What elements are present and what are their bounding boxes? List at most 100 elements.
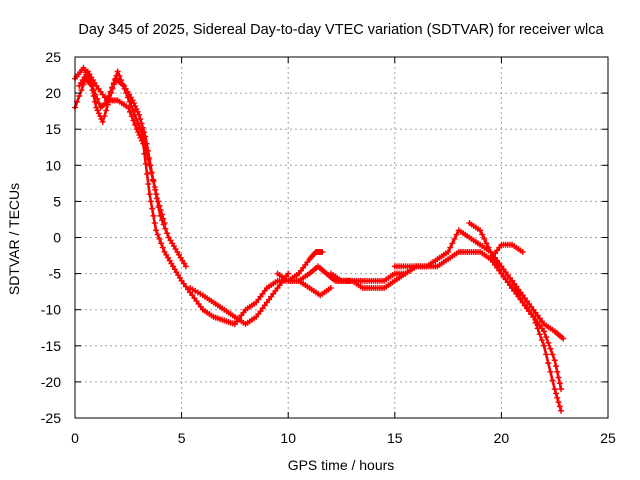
data-point	[545, 339, 552, 346]
data-point	[558, 407, 565, 414]
y-tick-label: 5	[53, 193, 61, 209]
data-point	[285, 270, 292, 277]
data-point	[78, 87, 85, 94]
data-point	[445, 248, 452, 255]
data-point	[547, 368, 554, 375]
data-point	[560, 335, 567, 342]
data-point	[487, 248, 494, 255]
data-point	[449, 240, 456, 247]
y-tick-label: -20	[41, 374, 61, 390]
y-tick-label: 15	[45, 121, 61, 137]
y-tick-label: 10	[45, 157, 61, 173]
data-point	[138, 120, 145, 127]
data-point	[133, 105, 140, 112]
y-tick-label: 25	[45, 49, 61, 65]
y-tick-label: -5	[49, 266, 62, 282]
data-point	[114, 68, 121, 75]
data-point	[101, 113, 108, 120]
data-point	[95, 100, 102, 107]
data-point	[158, 217, 165, 224]
data-point	[103, 107, 110, 114]
data-point	[451, 235, 458, 242]
y-tick-label: -15	[41, 338, 61, 354]
x-tick-label: 25	[600, 430, 616, 446]
data-point	[182, 263, 189, 270]
data-point	[447, 244, 454, 251]
data-point	[142, 160, 149, 167]
data-point	[154, 231, 161, 238]
data-point	[479, 231, 486, 238]
data-point	[145, 181, 152, 188]
data-point	[144, 147, 151, 154]
data-point	[538, 337, 545, 344]
data-point	[137, 116, 144, 123]
data-point	[549, 351, 556, 358]
data-point	[555, 399, 562, 406]
data-point	[139, 124, 146, 131]
data-point	[159, 244, 166, 251]
data-point	[151, 220, 158, 227]
data-point	[95, 110, 102, 117]
data-point	[146, 191, 153, 198]
series-satellite-track-10	[487, 256, 565, 393]
data-point	[519, 248, 526, 255]
data-point	[554, 394, 561, 401]
y-tick-label: -25	[41, 410, 61, 426]
data-point	[116, 72, 123, 79]
data-point	[551, 357, 558, 364]
data-point	[160, 221, 167, 228]
data-point	[156, 235, 163, 242]
data-point	[104, 101, 111, 108]
data-point	[158, 240, 165, 247]
x-tick-label: 15	[387, 430, 403, 446]
data-point	[149, 205, 156, 212]
data-point	[88, 81, 95, 88]
data-point	[153, 195, 160, 202]
series-satellite-track-11	[509, 277, 567, 342]
data-point	[150, 212, 157, 219]
data-point	[483, 240, 490, 247]
x-tick-label: 10	[280, 430, 296, 446]
data-point	[543, 334, 550, 341]
data-point	[155, 204, 162, 211]
data-point	[89, 87, 96, 94]
data-point	[107, 88, 114, 95]
data-point	[552, 363, 559, 370]
data-point	[327, 285, 334, 292]
data-point	[110, 79, 117, 86]
data-point	[549, 377, 556, 384]
data-point	[485, 244, 492, 251]
x-tick-label: 5	[178, 430, 186, 446]
data-point	[146, 155, 153, 162]
data-point	[135, 111, 142, 118]
data-point	[132, 103, 139, 110]
data-point	[556, 380, 563, 387]
data-point	[545, 360, 552, 367]
data-point	[555, 374, 562, 381]
data-point	[153, 227, 160, 234]
y-tick-label: 0	[53, 230, 61, 246]
series-satellite-track-3	[76, 68, 189, 270]
x-axis-label: GPS time / hours	[288, 457, 395, 473]
chart-title: Day 345 of 2025, Sidereal Day-to-day VTE…	[78, 22, 604, 38]
x-tick-label: 20	[494, 430, 510, 446]
data-point	[109, 84, 116, 91]
data-point	[152, 186, 159, 193]
data-point	[94, 107, 101, 114]
y-tick-label: 20	[45, 85, 61, 101]
data-point	[558, 386, 565, 393]
data-point	[552, 390, 559, 397]
data-point	[554, 368, 561, 375]
grid	[75, 57, 608, 418]
data-point	[157, 212, 164, 219]
data-point	[147, 162, 154, 169]
data-point	[147, 198, 154, 205]
data-point	[477, 227, 484, 234]
data-point	[150, 178, 157, 185]
data-point	[556, 403, 563, 410]
data-point	[536, 331, 543, 338]
data-point	[164, 230, 171, 237]
data-point	[551, 386, 558, 393]
